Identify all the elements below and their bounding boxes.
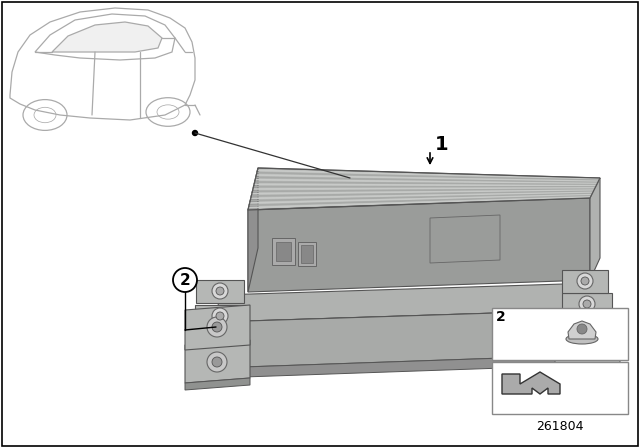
- Polygon shape: [215, 310, 590, 368]
- Polygon shape: [185, 305, 250, 350]
- Circle shape: [193, 130, 198, 135]
- Circle shape: [212, 322, 222, 332]
- Polygon shape: [215, 310, 590, 330]
- Circle shape: [583, 300, 591, 308]
- Polygon shape: [502, 372, 560, 394]
- Circle shape: [581, 277, 589, 285]
- Polygon shape: [590, 178, 600, 280]
- Circle shape: [212, 308, 228, 324]
- Polygon shape: [196, 280, 244, 303]
- Polygon shape: [10, 8, 195, 120]
- Polygon shape: [562, 293, 612, 316]
- Polygon shape: [52, 22, 162, 52]
- Polygon shape: [248, 198, 590, 292]
- Bar: [492, 362, 628, 414]
- Polygon shape: [555, 325, 620, 370]
- Circle shape: [578, 338, 598, 358]
- Polygon shape: [185, 340, 250, 383]
- Polygon shape: [215, 283, 595, 322]
- Polygon shape: [430, 215, 500, 263]
- Polygon shape: [185, 378, 250, 390]
- Polygon shape: [301, 245, 313, 263]
- Circle shape: [212, 283, 228, 299]
- Text: 2: 2: [496, 310, 506, 324]
- Text: 2: 2: [180, 272, 190, 288]
- Polygon shape: [35, 14, 175, 60]
- Circle shape: [207, 352, 227, 372]
- Polygon shape: [562, 270, 608, 293]
- Circle shape: [212, 357, 222, 367]
- Bar: [492, 308, 628, 360]
- Polygon shape: [248, 168, 258, 292]
- Circle shape: [173, 268, 197, 292]
- Ellipse shape: [566, 334, 598, 344]
- Polygon shape: [272, 238, 295, 265]
- Text: 1: 1: [435, 134, 449, 154]
- Circle shape: [583, 343, 593, 353]
- Polygon shape: [298, 242, 316, 266]
- Polygon shape: [248, 168, 600, 210]
- Circle shape: [216, 287, 224, 295]
- Polygon shape: [195, 305, 245, 328]
- Polygon shape: [568, 321, 596, 339]
- Circle shape: [577, 273, 593, 289]
- Text: 261804: 261804: [536, 419, 584, 432]
- Polygon shape: [276, 242, 291, 261]
- Polygon shape: [215, 355, 590, 378]
- Circle shape: [216, 312, 224, 320]
- Circle shape: [579, 296, 595, 312]
- Circle shape: [577, 324, 587, 334]
- Circle shape: [207, 317, 227, 337]
